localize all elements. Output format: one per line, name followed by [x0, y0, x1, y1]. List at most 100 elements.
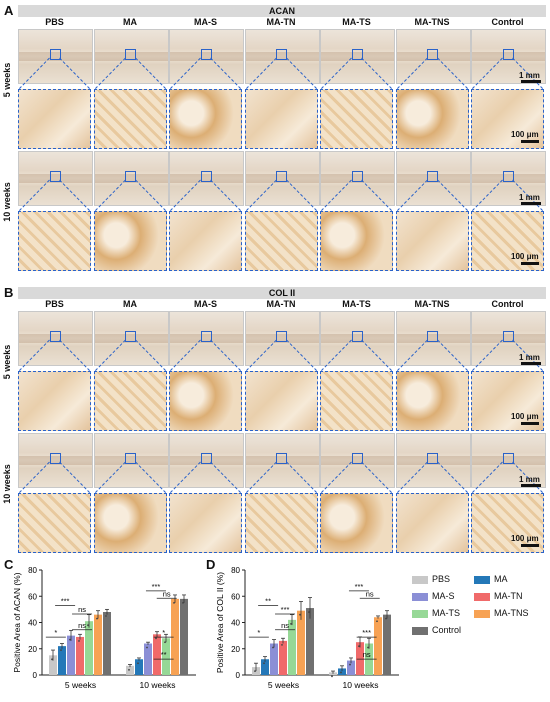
acan-overview-r0-c0: [18, 29, 93, 84]
col2-column-label-6: Control: [491, 299, 524, 309]
acan-chart-bar-0-1: [58, 646, 66, 675]
legend-label-3: MA-TN: [494, 591, 523, 601]
col2-zoom-r0-c2: [169, 371, 242, 431]
col2-chart-point-0-1: [263, 662, 265, 665]
acan-overview-r0-c3: [244, 29, 320, 84]
acan-roi-box-r1-c0: [49, 171, 61, 182]
panel-letter-a: A: [4, 3, 14, 18]
col2-roi-box-r1-c6: [502, 453, 514, 464]
col2-chart-bar-0-4: [288, 619, 296, 675]
col2-overview-r0-c3: [244, 311, 320, 366]
col2-projection-lines-r1-c5: [396, 461, 468, 494]
acan-chart-bar-1-4: [162, 638, 170, 675]
col2-zoom-r0-c5: [395, 371, 469, 431]
acan-roi-box-r0-c0: [49, 49, 61, 60]
acan-chart-ytick-label-3: 60: [28, 592, 37, 601]
col2-projection-lines-r0-c4: [320, 339, 393, 372]
acan-chart-sig-label-5: *: [162, 628, 165, 637]
col2-chart-sig-label-6: ***: [355, 582, 364, 591]
col2-projection-lines-r1-c4: [320, 461, 393, 494]
acan-chart-ytick-label-4: 80: [28, 566, 37, 575]
col2-chart-ytick-label-0: 0: [236, 671, 241, 680]
acan-zoom-r0-c1: [93, 89, 167, 149]
acan-scale-bar-high-r1: [521, 262, 539, 265]
acan-zoom-r0-c5: [395, 89, 469, 149]
legend-swatch-2: [412, 593, 428, 601]
panel-letter-c: C: [4, 557, 14, 572]
legend-label-6: Control: [432, 625, 462, 635]
legend-label-0: PBS: [432, 574, 451, 584]
col2-overview-r1-c6: [471, 433, 546, 488]
col2-chart-ytick-label-3: 60: [231, 592, 240, 601]
acan-chart-bar-1-2: [144, 643, 152, 675]
col2-roi-box-r0-c2: [200, 331, 212, 342]
col2-column-label-0: PBS: [45, 299, 64, 309]
acan-chart-point-0-3: [78, 640, 80, 642]
col2-roi-box-r1-c4: [351, 453, 363, 464]
acan-chart-bar-0-6: [103, 612, 111, 675]
col2-projection-lines-r0-c1: [94, 339, 166, 372]
col2-zoom-r1-c3: [244, 493, 318, 553]
acan-projection-lines-r1-c0: [18, 179, 91, 212]
acan-chart-point-1-3: [155, 637, 157, 640]
bar-chart-acan: 0 20 40 60 80 Positive Area of ACAN (%) 5 week…: [12, 566, 196, 690]
col2-scale-label-low-r1: 1 mm: [519, 475, 540, 484]
col2-chart-sig-label-3: ***: [281, 605, 290, 614]
col2-roi-box-r1-c3: [276, 453, 287, 464]
acan-zoom-r0-c4: [320, 89, 393, 149]
acan-scale-label-low-r1: 1 mm: [519, 193, 540, 202]
acan-overview-r1-c4: [320, 151, 395, 206]
acan-zoom-r1-c2: [169, 211, 242, 271]
acan-roi-box-r0-c3: [276, 49, 287, 60]
col2-scale-label-high-r1: 100 μm: [511, 534, 539, 543]
col2-chart-point-1-6: [385, 617, 387, 620]
col2-scale-label-high-r0: 100 μm: [511, 412, 539, 421]
row-label-b-10w: 10 weeks: [2, 464, 12, 504]
row-label-a-5w: 5 weeks: [2, 62, 12, 98]
col2-projection-lines-r1-c0: [18, 461, 91, 494]
col2-chart-point-1-5: [376, 620, 378, 623]
acan-column-label-5: MA-TNS: [414, 17, 450, 27]
col2-zoom-r0-c0: [18, 371, 91, 431]
acan-chart-bar-1-0: [126, 665, 134, 675]
col2-scale-bar-high-r0: [521, 422, 539, 425]
acan-roi-box-r1-c2: [200, 171, 212, 182]
col2-column-label-4: MA-TS: [342, 299, 371, 309]
acan-zoom-r0-c2: [169, 89, 242, 149]
col2-zoom-r1-c4: [320, 493, 393, 553]
acan-zoom-r1-c5: [395, 211, 469, 271]
col2-scale-bar-low-r1: [521, 484, 541, 487]
acan-roi-box-r1-c1: [125, 171, 136, 182]
col2-overview-r0-c0: [18, 311, 93, 366]
chart-legend: PBS MA MA-S MA-TN MA-TS MA-TNS Control: [412, 574, 550, 684]
acan-chart-point-0-5: [96, 617, 98, 620]
col2-chart-ylabel: Positive Area of COL II (%): [215, 572, 225, 673]
col2-chart-point-0-6: [308, 611, 310, 613]
acan-chart-point-1-6: [182, 601, 184, 604]
col2-chart-ytick-label-4: 80: [231, 566, 240, 575]
acan-projection-lines-r0-c5: [396, 57, 468, 90]
legend-swatch-4: [412, 610, 428, 618]
acan-chart-bar-0-0: [49, 655, 57, 675]
acan-projection-lines-r0-c0: [18, 57, 91, 90]
acan-chart-point-0-4: [87, 624, 89, 627]
col2-scale-label-low-r0: 1 mm: [519, 353, 540, 362]
col2-projection-lines-r1-c2: [169, 461, 242, 494]
col2-roi-box-r1-c0: [49, 453, 61, 464]
col2-projection-lines-r1-c1: [94, 461, 166, 494]
col2-zoom-r1-c1: [93, 493, 167, 553]
acan-overview-r1-c5: [395, 151, 471, 206]
acan-roi-box-r0-c1: [125, 49, 136, 60]
acan-chart-sig-label-3: ns: [78, 605, 86, 614]
acan-scale-label-high-r0: 100 μm: [511, 130, 539, 139]
col2-chart-bar-1-5: [374, 617, 382, 675]
row-label-b-5w: 5 weeks: [2, 344, 12, 380]
acan-overview-r0-c5: [395, 29, 471, 84]
col2-chart-sig-label-4: ns: [363, 650, 371, 659]
acan-zoom-r1-c4: [320, 211, 393, 271]
acan-projection-lines-r0-c3: [245, 57, 317, 90]
legend-swatch-3: [474, 593, 490, 601]
col2-chart-point-1-0: [331, 675, 333, 678]
acan-projection-lines-r0-c6: [471, 57, 544, 90]
col2-roi-box-r0-c3: [276, 331, 287, 342]
